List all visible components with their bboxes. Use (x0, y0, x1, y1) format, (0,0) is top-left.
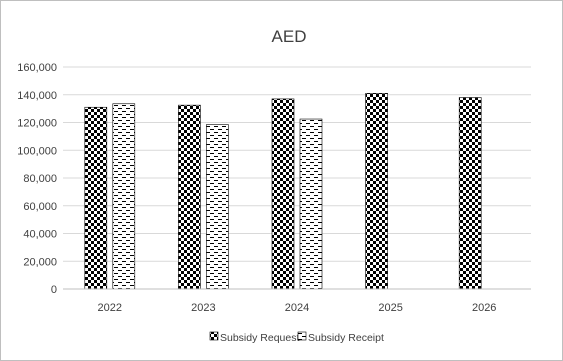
y-tick-label: 0 (51, 284, 57, 296)
bar-subsidy-request-2026 (458, 97, 482, 290)
bar-subsidy-receipt-2024 (299, 118, 323, 290)
x-tick-label: 2026 (472, 302, 496, 314)
bar-subsidy-request-2025 (365, 93, 388, 290)
y-axis-ticks: 0 20,000 40,000 60,000 80,000 100,000 120,000 1… (17, 62, 57, 296)
x-tick-label: 2024 (285, 302, 309, 314)
legend-label: Subsidy Request (220, 332, 299, 344)
y-tick-label: 140,000 (17, 90, 57, 102)
chart-title: AED (272, 27, 307, 46)
bar-subsidy-receipt-2023 (206, 124, 229, 290)
legend-swatch (297, 331, 307, 341)
bar-subsidy-request-2023 (178, 104, 201, 290)
y-tick-label: 20,000 (23, 256, 57, 268)
y-tick-label: 160,000 (17, 62, 57, 74)
gridlines (63, 66, 531, 262)
x-tick-label: 2023 (191, 302, 215, 314)
x-axis-ticks: 2022 2023 2024 2025 2026 (98, 302, 497, 314)
y-tick-label: 100,000 (17, 145, 57, 157)
bar-subsidy-receipt-2022 (112, 103, 136, 290)
y-tick-label: 120,000 (17, 118, 57, 130)
x-tick-label: 2025 (378, 302, 402, 314)
legend-label: Subsidy Receipt (308, 332, 384, 344)
y-tick-label: 80,000 (23, 173, 57, 185)
bar-subsidy-request-2024 (271, 98, 295, 290)
legend-swatch (209, 331, 219, 341)
bar-subsidy-request-2022 (84, 106, 108, 290)
legend: Subsidy Request Subsidy Receipt (209, 331, 384, 344)
y-tick-label: 60,000 (23, 201, 57, 213)
y-tick-label: 40,000 (23, 229, 57, 241)
x-tick-label: 2022 (98, 302, 122, 314)
